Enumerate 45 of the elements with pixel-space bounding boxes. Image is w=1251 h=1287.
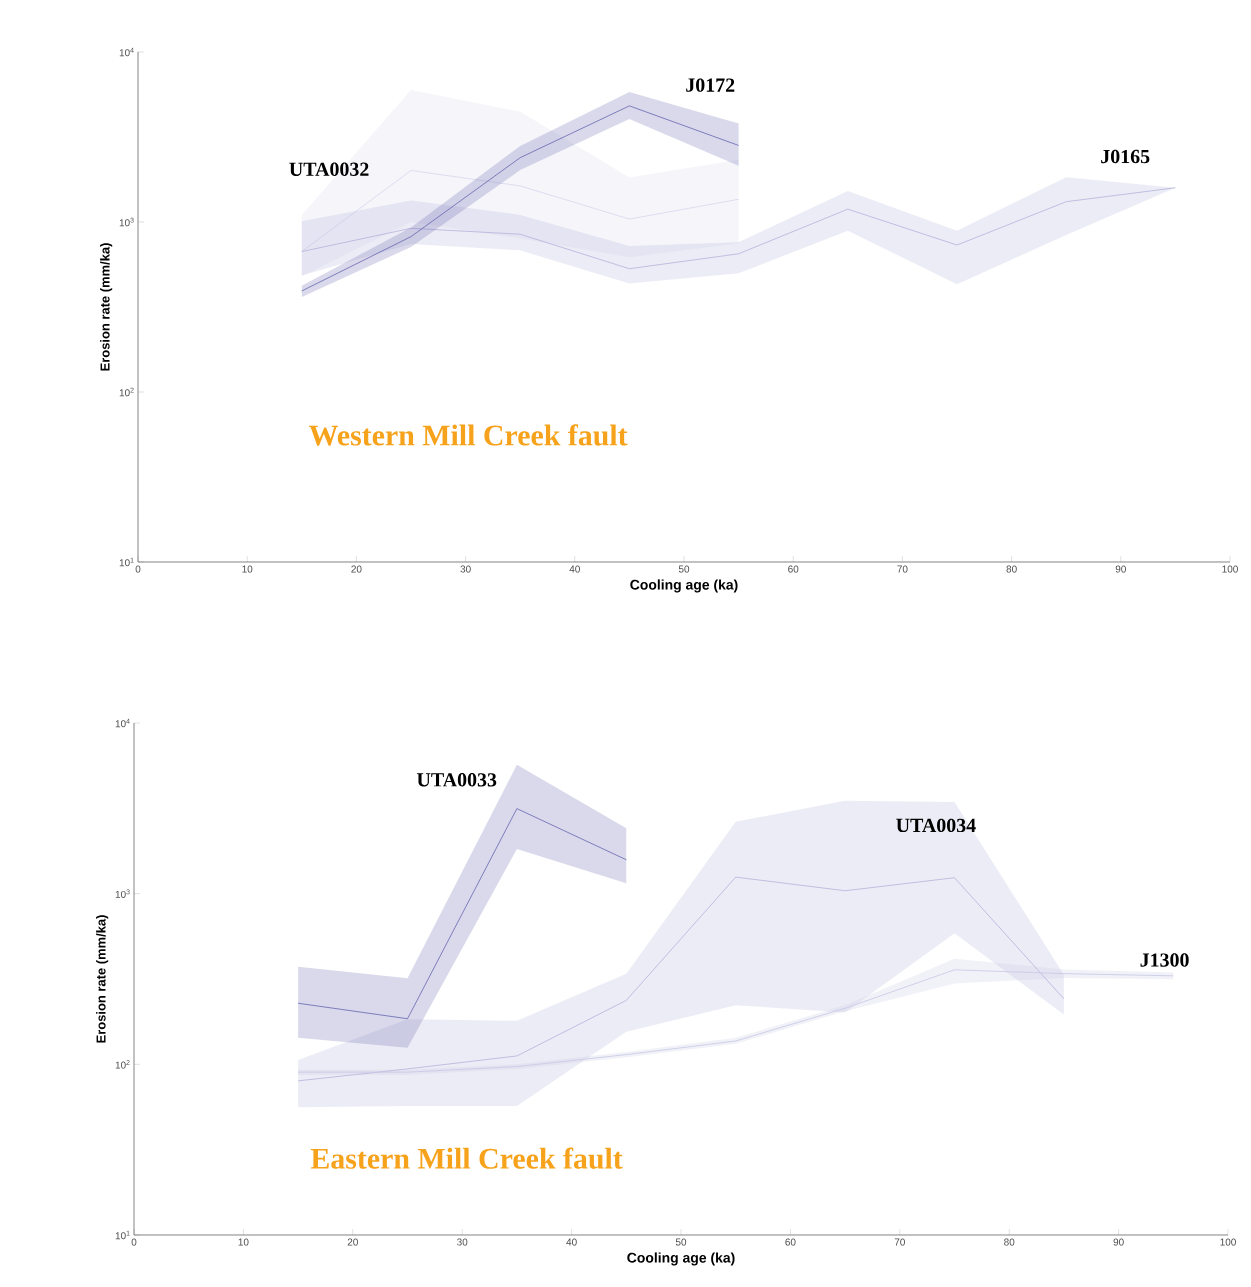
x-tick-label: 20 xyxy=(351,565,362,573)
x-tick-label: 50 xyxy=(678,565,690,573)
y-tick-label: 10$^{1}$ xyxy=(119,557,134,567)
y-axis-title: Erosion rate (mm/ka) xyxy=(96,915,109,1043)
x-tick-label: 10 xyxy=(238,1238,249,1246)
series-label: J0172 xyxy=(686,78,735,92)
line-series xyxy=(301,187,1176,270)
y-tick-label: 10$^{3}$ xyxy=(119,217,134,227)
y-tick-label: 10$^{4}$ xyxy=(119,47,134,57)
x-tick-label: 80 xyxy=(1004,1238,1015,1246)
text: Western Mill Creek fault xyxy=(309,424,628,446)
y-axis-title: Erosion rate (mm/ka) xyxy=(100,243,113,371)
x-tick-label: 100 xyxy=(1222,565,1238,573)
x-tick-label: 60 xyxy=(788,565,799,573)
series-label: J1300 xyxy=(1140,953,1189,967)
x-tick-label: 90 xyxy=(1113,1238,1124,1246)
x-tick-label: 90 xyxy=(1115,565,1126,573)
text: Eastern Mill Creek fault xyxy=(310,1147,623,1169)
x-tick-label: 10 xyxy=(242,565,253,573)
y-tick-label: 10$^{4}$ xyxy=(115,718,130,728)
x-tick-label: 20 xyxy=(347,1238,358,1246)
x-tick-label: 0 xyxy=(135,565,141,573)
x-tick-label: 40 xyxy=(569,565,580,573)
x-tick-label: 60 xyxy=(785,1238,796,1246)
x-axis-title: Cooling age (ka) xyxy=(630,579,738,593)
y-tick-label: 10$^{2}$ xyxy=(115,1060,130,1069)
x-tick-label: 0 xyxy=(131,1238,137,1246)
text: UTA0034 xyxy=(896,818,976,833)
x-tick-label: 40 xyxy=(566,1238,577,1246)
x-axis-title: Cooling age (ka) xyxy=(627,1252,735,1266)
x-tick-label: 70 xyxy=(897,565,908,573)
x-tick-label: 70 xyxy=(894,1238,905,1246)
y-tick-label: 10$^{2}$ xyxy=(119,387,134,397)
y-tick-label: 10$^{3}$ xyxy=(115,889,130,898)
x-tick-label: 30 xyxy=(460,565,471,573)
line-series xyxy=(297,808,627,1020)
x-tick-label: 100 xyxy=(1220,1238,1236,1246)
series-label: UTA0032 xyxy=(289,162,369,176)
series-label: UTA0033 xyxy=(417,773,497,787)
x-tick-label: 30 xyxy=(457,1238,468,1246)
x-tick-label: 80 xyxy=(1006,565,1017,573)
series-label: J0165 xyxy=(1101,149,1150,164)
x-tick-label: 50 xyxy=(675,1238,687,1246)
line-series xyxy=(297,876,1065,1082)
y-tick-label: 10$^{1}$ xyxy=(115,1230,130,1240)
